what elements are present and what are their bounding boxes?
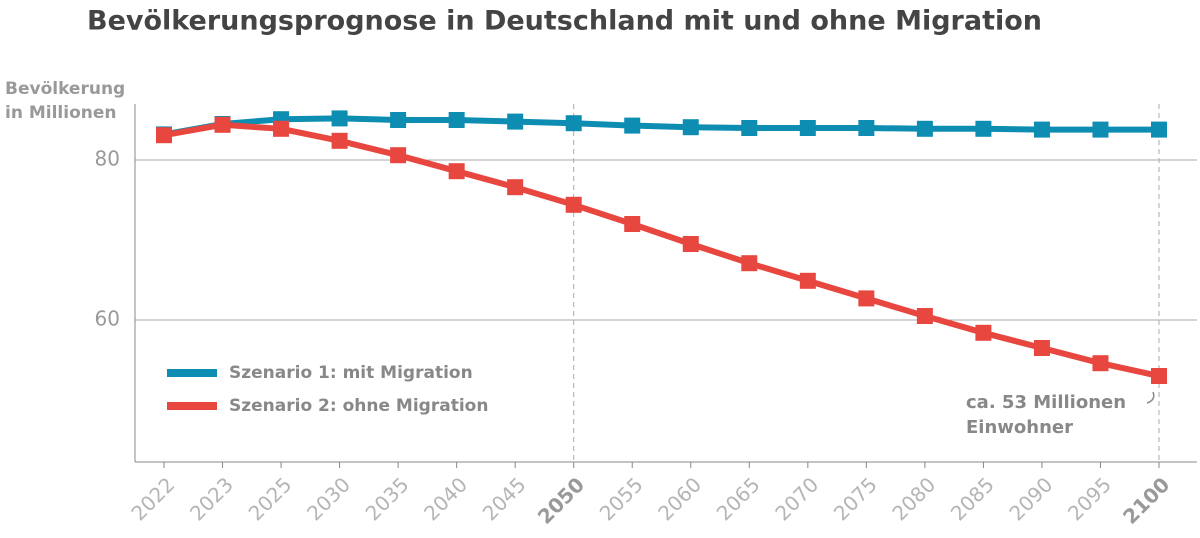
marker: [156, 127, 172, 144]
marker: [682, 236, 699, 252]
x-tick-label: 2075: [829, 472, 882, 525]
marker: [331, 132, 348, 149]
marker: [624, 216, 641, 232]
marker: [565, 115, 582, 132]
x-tick-label: 2080: [887, 472, 940, 525]
x-tick-label: 2045: [478, 472, 531, 525]
marker: [1033, 121, 1050, 138]
x-tick-label: 2070: [770, 472, 823, 525]
x-tick-label: 2095: [1063, 472, 1116, 525]
series-line: [163, 121, 1160, 379]
annotation: ca. 53 Millionen: [966, 392, 1126, 413]
x-tick-label: 2022: [126, 472, 179, 525]
marker: [975, 324, 992, 341]
chart-title: Bevölkerungsprognose in Deutschland mit …: [87, 6, 1042, 37]
marker: [448, 163, 465, 180]
x-tick-label: 2085: [946, 472, 999, 525]
x-tick-label: 2035: [361, 472, 414, 525]
marker: [331, 110, 348, 127]
x-tick-label: 2060: [653, 472, 706, 525]
marker: [741, 255, 758, 272]
marker: [507, 179, 524, 196]
x-tick-label: 2030: [302, 472, 355, 525]
marker: [682, 119, 699, 136]
y-tick-label: 80: [95, 147, 120, 171]
x-tick-label: 2100: [1118, 472, 1174, 528]
marker: [1092, 355, 1109, 372]
legend-label: Szenario 1: mit Migration: [229, 363, 473, 383]
marker: [916, 120, 933, 137]
y-axis-label: in Millionen: [5, 103, 117, 123]
marker: [448, 112, 465, 128]
marker: [858, 120, 875, 136]
x-tick-label: 2065: [712, 472, 765, 525]
x-tick-label: 2090: [1004, 472, 1057, 525]
marker: [214, 116, 231, 133]
y-tick-label: 60: [95, 307, 120, 331]
series-line: [163, 115, 1159, 138]
marker: [390, 147, 407, 164]
x-tick-label: 2025: [244, 472, 297, 525]
marker: [858, 290, 875, 307]
marker: [916, 308, 933, 324]
marker: [741, 120, 758, 136]
x-tick-label: 2040: [419, 472, 472, 525]
marker: [1151, 368, 1167, 384]
marker: [1151, 121, 1167, 138]
marker: [565, 196, 582, 213]
x-tick-label: 2050: [533, 472, 589, 528]
annotation: Einwohner: [966, 417, 1073, 438]
marker: [624, 117, 641, 134]
x-tick-label: 2023: [185, 472, 238, 525]
marker: [799, 272, 816, 289]
x-tick-label: 2055: [595, 472, 648, 525]
marker: [1092, 121, 1109, 138]
marker: [799, 120, 816, 136]
annotation-connector: [1146, 391, 1155, 404]
marker: [975, 120, 992, 137]
marker: [390, 112, 407, 128]
y-axis-label: Bevölkerung: [5, 79, 125, 99]
marker: [1033, 340, 1050, 356]
marker: [507, 113, 524, 130]
legend-label: Szenario 2: ohne Migration: [229, 396, 488, 416]
marker: [273, 120, 290, 137]
